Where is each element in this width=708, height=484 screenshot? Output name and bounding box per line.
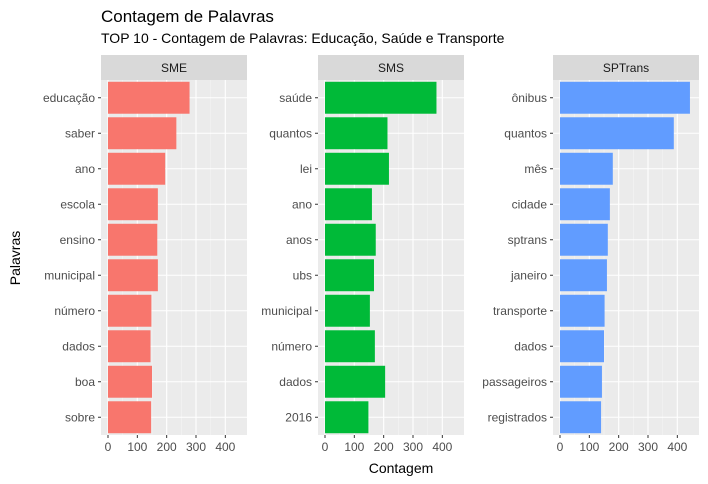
y-tick-label: ensino [60, 233, 96, 247]
x-tick-label: 300 [638, 440, 658, 454]
bar-janeiro [560, 259, 607, 292]
facet-strip-label: SPTrans [603, 61, 649, 75]
x-tick-label: 400 [215, 440, 235, 454]
bar-dados [560, 330, 604, 363]
x-tick-label: 200 [609, 440, 629, 454]
y-tick-label: quantos [504, 126, 547, 140]
bar-anos [325, 223, 376, 256]
y-tick-label: municipal [44, 268, 95, 282]
x-tick-label: 0 [322, 440, 329, 454]
bar-dados [108, 330, 151, 363]
facet-sme: SME educação saber ano escola ensino municipal… [43, 55, 247, 454]
bar-ensino [108, 223, 158, 256]
x-tick-label: 300 [403, 440, 423, 454]
facet-strip-label: SME [161, 61, 187, 75]
bar-mês [560, 152, 613, 185]
y-tick-label: ano [75, 162, 95, 176]
bar-2016 [325, 401, 369, 434]
facet-strip [318, 55, 464, 80]
bar-sobre [108, 401, 152, 434]
bar-educação [108, 81, 190, 114]
chart-title: Contagem de Palavras [101, 7, 274, 26]
y-tick-label: educação [43, 91, 95, 105]
y-tick-label: escola [60, 197, 95, 211]
y-tick-label: sobre [65, 410, 95, 424]
y-axis-title: Palavras [7, 231, 23, 285]
bar-lei [325, 152, 389, 185]
y-tick-label: mês [524, 162, 547, 176]
x-axis-title: Contagem [369, 460, 434, 476]
y-tick-label: número [271, 339, 312, 353]
y-tick-label: ônibus [512, 91, 547, 105]
facet-strip-label: SMS [378, 61, 404, 75]
y-tick-label: anos [286, 233, 312, 247]
x-tick-label: 100 [579, 440, 599, 454]
y-tick-label: saúde [279, 91, 312, 105]
bar-ônibus [560, 81, 690, 114]
x-tick-label: 300 [186, 440, 206, 454]
bar-cidade [560, 188, 610, 221]
y-tick-label: ano [292, 197, 312, 211]
bar-sptrans [560, 223, 608, 256]
x-tick-label: 200 [374, 440, 394, 454]
y-tick-label: quantos [269, 126, 312, 140]
x-tick-label: 100 [344, 440, 364, 454]
y-tick-label: transporte [493, 304, 547, 318]
y-tick-label: registrados [488, 410, 547, 424]
y-tick-label: municipal [261, 304, 312, 318]
chart-subtitle: TOP 10 - Contagem de Palavras: Educação,… [101, 30, 505, 46]
facet-sms: SMS saúde quantos lei ano anos ubs municipal núm… [261, 55, 464, 454]
x-tick-label: 400 [432, 440, 452, 454]
y-tick-label: saber [65, 126, 95, 140]
bar-saber [108, 117, 177, 150]
bar-ubs [325, 259, 374, 292]
bar-transporte [560, 294, 605, 327]
facet-sptrans: SPTrans ônibus quantos mês cidade sptrans jane… [482, 55, 699, 454]
y-tick-label: dados [514, 339, 547, 353]
y-tick-label: número [54, 304, 95, 318]
bar-passageiros [560, 365, 602, 398]
bar-escola [108, 188, 158, 221]
bar-saúde [325, 81, 437, 114]
bar-ano [108, 152, 166, 185]
bar-número [108, 294, 152, 327]
y-tick-label: dados [62, 339, 95, 353]
bar-boa [108, 365, 152, 398]
bar-quantos [560, 117, 674, 150]
bar-municipal [108, 259, 158, 292]
bar-registrados [560, 401, 602, 434]
y-tick-label: 2016 [285, 410, 312, 424]
facet-strip [553, 55, 699, 80]
x-tick-label: 200 [157, 440, 177, 454]
y-tick-label: lei [300, 162, 312, 176]
bar-dados [325, 365, 386, 398]
x-tick-label: 0 [557, 440, 564, 454]
y-tick-label: sptrans [508, 233, 547, 247]
bar-municipal [325, 294, 370, 327]
x-tick-label: 0 [105, 440, 112, 454]
x-tick-label: 100 [127, 440, 147, 454]
bar-número [325, 330, 375, 363]
y-tick-label: dados [279, 375, 312, 389]
y-tick-label: cidade [512, 197, 548, 211]
y-tick-label: passageiros [482, 375, 547, 389]
bar-ano [325, 188, 372, 221]
y-tick-label: janeiro [510, 268, 547, 282]
bar-quantos [325, 117, 388, 150]
facet-strip [101, 55, 247, 80]
y-tick-label: boa [75, 375, 95, 389]
facet-panels: SME educação saber ano escola ensino municipal… [43, 55, 699, 454]
y-tick-label: ubs [293, 268, 312, 282]
x-tick-label: 400 [667, 440, 687, 454]
